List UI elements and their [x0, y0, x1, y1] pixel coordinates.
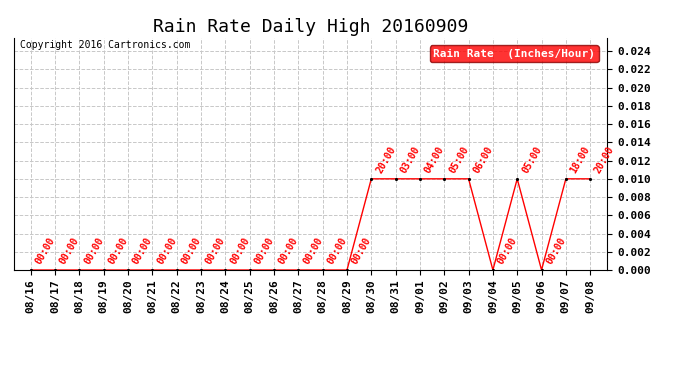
Text: 00:00: 00:00 — [204, 236, 227, 266]
Text: 04:00: 04:00 — [423, 144, 446, 175]
Text: 00:00: 00:00 — [106, 236, 130, 266]
Text: 00:00: 00:00 — [58, 236, 81, 266]
Text: 00:00: 00:00 — [495, 236, 519, 266]
Legend: Rain Rate  (Inches/Hour): Rain Rate (Inches/Hour) — [430, 45, 599, 62]
Text: 00:00: 00:00 — [82, 236, 106, 266]
Text: 18:00: 18:00 — [569, 144, 592, 175]
Text: 05:00: 05:00 — [447, 144, 471, 175]
Text: 20:00: 20:00 — [374, 144, 397, 175]
Title: Rain Rate Daily High 20160909: Rain Rate Daily High 20160909 — [152, 18, 469, 36]
Text: 00:00: 00:00 — [277, 236, 300, 266]
Text: 00:00: 00:00 — [179, 236, 203, 266]
Text: Copyright 2016 Cartronics.com: Copyright 2016 Cartronics.com — [20, 40, 190, 50]
Text: 03:00: 03:00 — [398, 144, 422, 175]
Text: 05:00: 05:00 — [520, 144, 543, 175]
Text: 00:00: 00:00 — [34, 236, 57, 266]
Text: 00:00: 00:00 — [253, 236, 276, 266]
Text: 00:00: 00:00 — [326, 236, 348, 266]
Text: 00:00: 00:00 — [544, 236, 568, 266]
Text: 00:00: 00:00 — [301, 236, 324, 266]
Text: 00:00: 00:00 — [131, 236, 155, 266]
Text: 20:00: 20:00 — [593, 144, 616, 175]
Text: 00:00: 00:00 — [155, 236, 179, 266]
Text: 06:00: 06:00 — [471, 144, 495, 175]
Text: 00:00: 00:00 — [228, 236, 252, 266]
Text: 00:00: 00:00 — [350, 236, 373, 266]
